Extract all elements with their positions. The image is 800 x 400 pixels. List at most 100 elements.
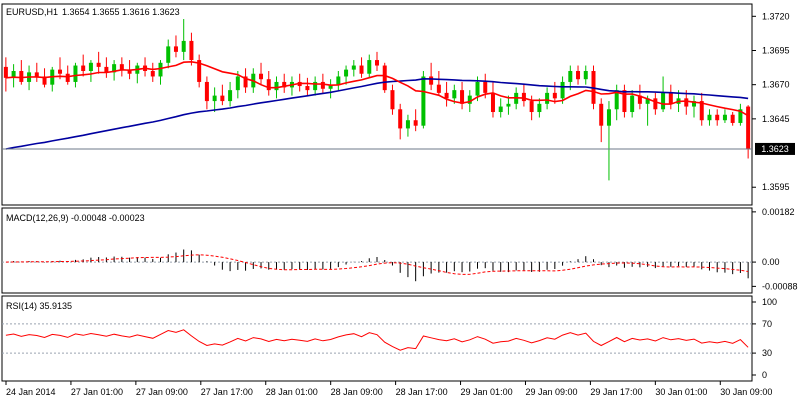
candle-body bbox=[220, 95, 225, 102]
candle bbox=[545, 87, 550, 110]
candle-body bbox=[521, 92, 526, 102]
rsi-title: RSI(14) 35.9135 bbox=[6, 301, 72, 311]
candle bbox=[413, 109, 418, 132]
candle bbox=[150, 62, 155, 82]
candle bbox=[282, 73, 287, 93]
candle bbox=[305, 77, 310, 96]
candle bbox=[429, 62, 434, 91]
candle-body bbox=[127, 69, 132, 74]
candle bbox=[506, 95, 511, 115]
candle-body bbox=[19, 71, 24, 82]
candle-body bbox=[313, 81, 318, 91]
candle bbox=[583, 65, 588, 85]
candle-body bbox=[274, 81, 279, 91]
candle bbox=[266, 71, 271, 96]
candle bbox=[707, 109, 712, 126]
candle bbox=[622, 84, 627, 118]
panels-background bbox=[1, 3, 753, 382]
candle-body bbox=[475, 81, 480, 96]
candle-body bbox=[583, 71, 588, 80]
candle bbox=[375, 51, 379, 71]
rsi-line bbox=[5, 329, 749, 351]
candle-body bbox=[405, 120, 410, 129]
candle bbox=[19, 60, 24, 85]
last-price-box bbox=[755, 142, 795, 155]
candle-body bbox=[181, 40, 186, 52]
candle bbox=[119, 57, 124, 77]
price-tick-label-2: 1.3670 bbox=[762, 80, 790, 90]
macd-title: MACD(12,26,9) -0.00048 -0.00023 bbox=[6, 213, 145, 223]
candle-body bbox=[614, 90, 619, 110]
candle-body bbox=[42, 76, 47, 85]
time-tick-label-11: 30 Jan 09:00 bbox=[720, 387, 772, 397]
candle bbox=[173, 35, 178, 58]
candle-body bbox=[398, 109, 403, 129]
candle-body bbox=[65, 73, 70, 82]
candle-body bbox=[560, 81, 565, 99]
candle bbox=[645, 95, 650, 126]
candle-body bbox=[746, 106, 751, 149]
candle-body bbox=[73, 65, 78, 82]
candle bbox=[653, 92, 658, 115]
candle bbox=[715, 109, 720, 126]
time-axis: 24 Jan 2014 27 Jan 01:00 27 Jan 09:00 27 Ja… bbox=[5, 381, 772, 397]
candle-body bbox=[266, 79, 271, 91]
rsi-tick-label-2: 30 bbox=[762, 348, 772, 358]
candle-body bbox=[661, 92, 666, 110]
time-tick-label-8: 29 Jan 09:00 bbox=[525, 387, 577, 397]
candle-body bbox=[653, 98, 658, 110]
time-tick-label-4: 28 Jan 01:00 bbox=[266, 387, 318, 397]
candle bbox=[436, 71, 441, 96]
candle-body bbox=[738, 109, 743, 123]
candle-body bbox=[668, 92, 673, 104]
candle bbox=[166, 39, 171, 69]
ohlc-readout: 1.3654 1.3655 1.3616 1.3623 bbox=[62, 7, 180, 17]
candle-body bbox=[382, 65, 387, 91]
candle bbox=[259, 62, 264, 85]
time-tick-label-7: 29 Jan 01:00 bbox=[461, 387, 513, 397]
macd-panel: 0.00182 0.00 -0.00088 bbox=[2, 207, 798, 291]
candle-body bbox=[88, 62, 93, 71]
macd-tick-label-1: 0.00 bbox=[762, 257, 780, 267]
candle bbox=[351, 60, 356, 77]
candle-body bbox=[11, 71, 16, 78]
candle-body bbox=[722, 114, 727, 121]
candle bbox=[421, 71, 426, 129]
candle-body bbox=[351, 65, 356, 70]
candle-body bbox=[204, 81, 209, 102]
candle bbox=[599, 98, 604, 143]
rsi-panel: 100 70 30 0 bbox=[2, 297, 777, 380]
macd-signal-line bbox=[5, 254, 749, 275]
price-tick-label-4: 1.3595 bbox=[762, 182, 790, 192]
candle bbox=[88, 60, 93, 82]
candle bbox=[359, 57, 364, 78]
time-tick-label-0: 24 Jan 2014 bbox=[6, 387, 56, 397]
candle-body bbox=[730, 114, 735, 123]
candle-body bbox=[259, 73, 264, 80]
candle-body bbox=[228, 90, 233, 102]
candle-body bbox=[707, 114, 712, 121]
time-tick-label-10: 30 Jan 01:00 bbox=[655, 387, 707, 397]
candle-body bbox=[57, 69, 62, 74]
candle-body bbox=[490, 92, 495, 113]
candle-body bbox=[243, 76, 248, 88]
candle bbox=[730, 112, 735, 126]
candle-body bbox=[96, 62, 101, 67]
candle-body bbox=[444, 92, 449, 99]
candle-body bbox=[336, 76, 341, 85]
panel-frame-3 bbox=[1, 295, 753, 382]
candle-body bbox=[606, 109, 611, 126]
candle-body bbox=[112, 64, 117, 73]
candle-body bbox=[305, 86, 310, 91]
candle bbox=[722, 109, 727, 123]
price-chart-title: EURUSD,H1 bbox=[6, 7, 58, 17]
candle-body bbox=[467, 95, 472, 104]
candle-body bbox=[282, 81, 287, 88]
time-tick-label-2: 27 Jan 09:00 bbox=[136, 387, 188, 397]
candle bbox=[3, 57, 8, 92]
candle bbox=[606, 101, 611, 181]
candle bbox=[96, 51, 101, 74]
slow-moving-average-line bbox=[5, 77, 749, 150]
candle bbox=[367, 54, 372, 78]
candle bbox=[552, 81, 557, 104]
